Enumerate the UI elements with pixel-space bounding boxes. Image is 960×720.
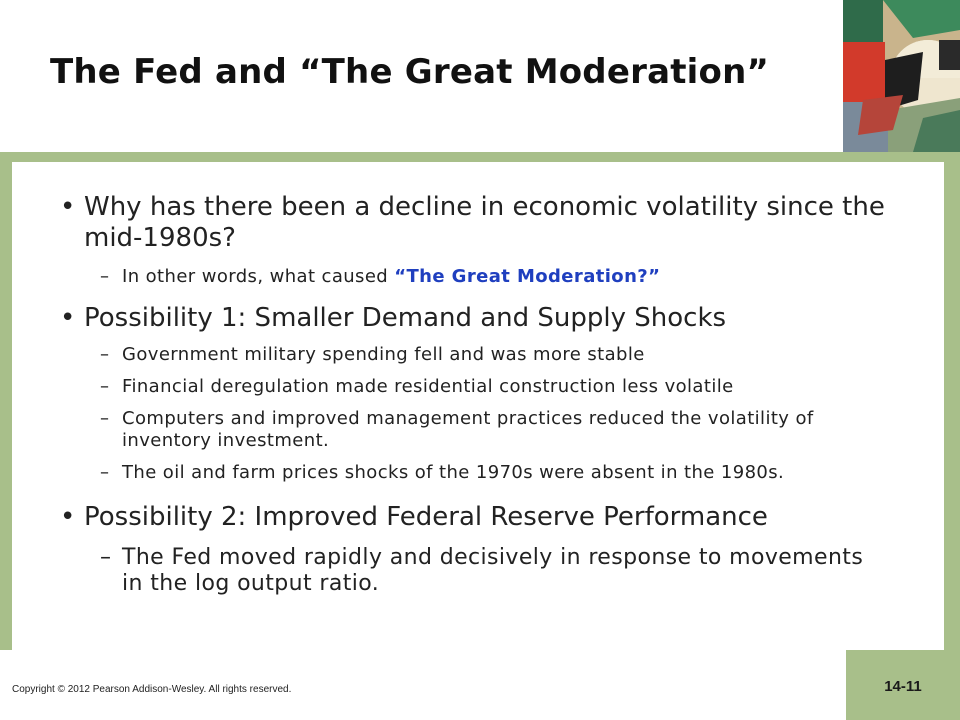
- bullet-item: • Possibility 1: Smaller Demand and Supp…: [12, 303, 914, 334]
- dash-icon: –: [100, 408, 110, 429]
- page-number: 14-11: [884, 678, 922, 695]
- bullet-icon: •: [60, 303, 76, 333]
- bullet-item: • Why has there been a decline in econom…: [12, 192, 914, 254]
- bullet-text: Possibility 2: Improved Federal Reserve …: [84, 502, 768, 532]
- sub-bullet-text: The oil and farm prices shocks of the 19…: [122, 462, 785, 483]
- frame-left-bar: [0, 152, 12, 650]
- sub-bullet-item: – The Fed moved rapidly and decisively i…: [12, 545, 884, 597]
- dash-icon: –: [100, 344, 110, 365]
- sub-bullet-item: – Financial deregulation made residentia…: [12, 376, 904, 398]
- bullet-item: • Possibility 2: Improved Federal Reserv…: [12, 502, 914, 533]
- bullet-text: Why has there been a decline in economic…: [84, 192, 885, 253]
- sub-bullet-item: – The oil and farm prices shocks of the …: [12, 462, 904, 484]
- sub-bullet-highlight: “The Great Moderation?”: [394, 266, 661, 287]
- sub-bullet-text: Government military spending fell and wa…: [122, 344, 645, 365]
- bullet-text: Possibility 1: Smaller Demand and Supply…: [84, 303, 727, 333]
- sub-bullet-text: In other words, what caused: [122, 266, 395, 287]
- sub-bullet-text: Financial deregulation made residential …: [122, 376, 734, 397]
- sub-bullet-text: The Fed moved rapidly and decisively in …: [122, 545, 864, 596]
- frame-top-bar: [0, 152, 960, 162]
- abstract-painting-icon: [843, 0, 960, 152]
- dash-icon: –: [100, 462, 110, 483]
- bullet-list: • Why has there been a decline in econom…: [12, 192, 944, 597]
- slide-body: • Why has there been a decline in econom…: [12, 162, 944, 650]
- dash-icon: –: [100, 545, 112, 570]
- sub-bullet-item: – In other words, what caused “The Great…: [12, 266, 904, 288]
- dash-icon: –: [100, 266, 110, 287]
- slide-title: The Fed and “The Great Moderation”: [50, 52, 770, 92]
- decorative-artwork: [843, 0, 960, 152]
- frame-right-bar: [944, 152, 960, 650]
- dash-icon: –: [100, 376, 110, 397]
- page-number-box: 14-11: [846, 650, 960, 720]
- sub-bullet-text: Computers and improved management practi…: [122, 408, 814, 451]
- sub-bullet-item: – Computers and improved management prac…: [12, 408, 904, 452]
- copyright-footer: Copyright © 2012 Pearson Addison-Wesley.…: [12, 684, 292, 695]
- bullet-icon: •: [60, 192, 76, 222]
- bullet-icon: •: [60, 502, 76, 532]
- sub-bullet-item: – Government military spending fell and …: [12, 344, 904, 366]
